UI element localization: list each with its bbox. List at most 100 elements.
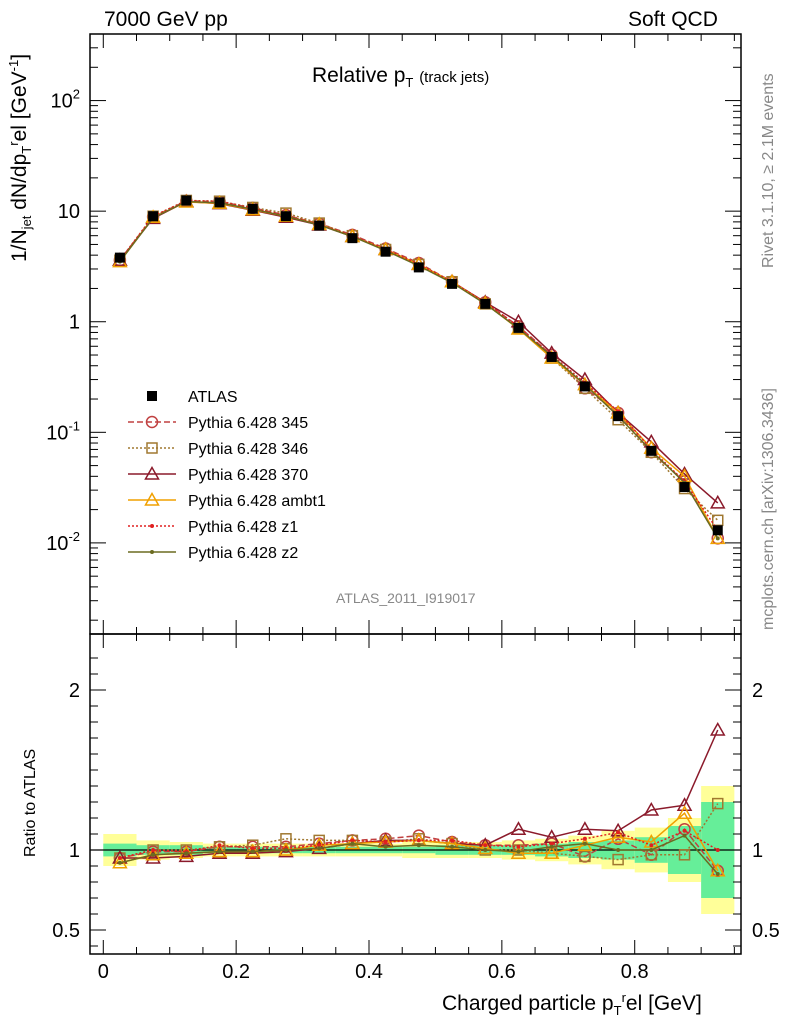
ratio-y-tick-label: 0.5 <box>52 920 80 942</box>
ratio-point <box>616 830 621 835</box>
legend-label: Pythia 6.428 z1 <box>188 519 298 536</box>
atlas-point <box>247 203 258 214</box>
ratio-point <box>612 853 624 866</box>
ratio-point <box>516 844 521 849</box>
ylabel-r: r <box>6 141 21 146</box>
plot-title: Relative pT (track jets) <box>312 64 489 90</box>
legend-label: Pythia 6.428 370 <box>188 467 308 484</box>
ratio-point <box>543 845 560 859</box>
main-series <box>112 193 726 545</box>
ylabel-end: ] <box>8 53 31 60</box>
xlabel-b: el [GeV] <box>625 992 702 1015</box>
ratio-point <box>610 829 626 843</box>
ratio-point <box>217 849 222 854</box>
atlas-point <box>280 211 291 222</box>
ratio-point <box>577 821 593 835</box>
ratio-point <box>510 845 527 859</box>
ratio-point <box>715 872 720 876</box>
ratio-point <box>383 840 388 844</box>
ratio-y-tick-label-right: 2 <box>752 680 763 702</box>
y-tick-label: 1 <box>69 312 80 334</box>
header-left: 7000 GeV pp <box>104 8 228 31</box>
ratio-point <box>344 835 361 850</box>
atlas-point <box>214 197 225 208</box>
x-tick-label: 0.2 <box>222 961 250 983</box>
ratio-point <box>145 849 161 864</box>
ratio-point <box>549 844 554 849</box>
title-sub: T <box>405 75 414 91</box>
ratio-point <box>250 846 255 851</box>
legend-label: Pythia 6.428 346 <box>188 441 308 458</box>
ratio-y-tick-label-right: 1 <box>752 840 763 862</box>
atlas-point <box>712 525 723 536</box>
atlas-point <box>181 195 192 206</box>
atlas-point <box>447 278 458 289</box>
legend-marker <box>147 391 157 401</box>
ylabel-el: el [GeV <box>8 71 31 142</box>
ratio-point <box>610 822 626 837</box>
ylabel-T: T <box>19 145 35 154</box>
ratio-point <box>709 721 726 736</box>
atlas-point <box>413 262 424 273</box>
legend-label: Pythia 6.428 ambt1 <box>188 493 326 510</box>
legend-marker <box>145 415 159 429</box>
ratio-point <box>549 841 554 846</box>
atlas-point <box>314 220 325 231</box>
atlas-point <box>613 411 624 422</box>
ratio-point <box>117 860 122 865</box>
ratio-point <box>416 838 421 843</box>
ratio-point <box>510 821 527 835</box>
atlas-point <box>579 381 590 392</box>
ratio-point <box>483 843 488 848</box>
mc-line <box>119 201 719 539</box>
header-right: Soft QCD <box>628 8 718 31</box>
legend-marker <box>150 550 154 554</box>
ratio-point <box>350 838 355 843</box>
atlas-point <box>646 445 657 456</box>
ratio-point <box>678 849 691 861</box>
ratio-point <box>383 844 388 849</box>
mc-point <box>709 494 726 509</box>
x-tick-label: 0 <box>98 961 109 983</box>
ratio-point <box>117 856 122 860</box>
mc-line <box>119 200 719 539</box>
legend: ATLAS Pythia 6.428 345 Pythia 6.428 346 Pyt… <box>128 389 326 562</box>
ratio-point <box>350 841 355 846</box>
ratio-point <box>616 848 621 852</box>
ratio-point <box>712 797 724 810</box>
legend-label: ATLAS <box>188 389 238 406</box>
legend-marker <box>146 442 158 454</box>
ylabel-main: 1/N <box>8 229 31 262</box>
ratio-point <box>643 801 660 816</box>
atlas-point <box>546 351 557 362</box>
atlas-point <box>679 482 690 493</box>
legend-marker <box>150 524 154 528</box>
ratio-point <box>477 840 494 855</box>
ratio-point <box>676 797 693 811</box>
x-tick-label: 0.8 <box>621 961 649 983</box>
ratio-series <box>112 721 726 878</box>
atlas-point <box>347 233 358 244</box>
ratio-point <box>676 805 693 819</box>
ratio-point <box>649 843 654 848</box>
ratio-point <box>244 845 261 859</box>
ratio-point <box>450 838 455 843</box>
ratio-point <box>579 850 591 863</box>
mcplots-label: mcplots.cern.ch [arXiv:1306.3436] <box>760 388 777 630</box>
y-tick-label: 10-1 <box>46 418 80 444</box>
ratio-y-tick-label: 2 <box>69 680 80 702</box>
mc-point <box>709 530 726 545</box>
ratio-point <box>483 848 488 852</box>
ratio-point <box>178 848 195 863</box>
mc-point <box>715 536 720 541</box>
y-tick-label: 10-2 <box>46 529 80 555</box>
rivet-label: Rivet 3.1.10, ≥ 2.1M events <box>760 73 777 268</box>
ratio-point <box>450 844 455 849</box>
ratio-point <box>184 851 189 856</box>
ratio-point <box>715 848 720 852</box>
xlabel-r: r <box>621 990 626 1005</box>
atlas-point <box>148 211 159 222</box>
atlas-point <box>480 298 491 309</box>
ratio-point <box>682 833 687 838</box>
